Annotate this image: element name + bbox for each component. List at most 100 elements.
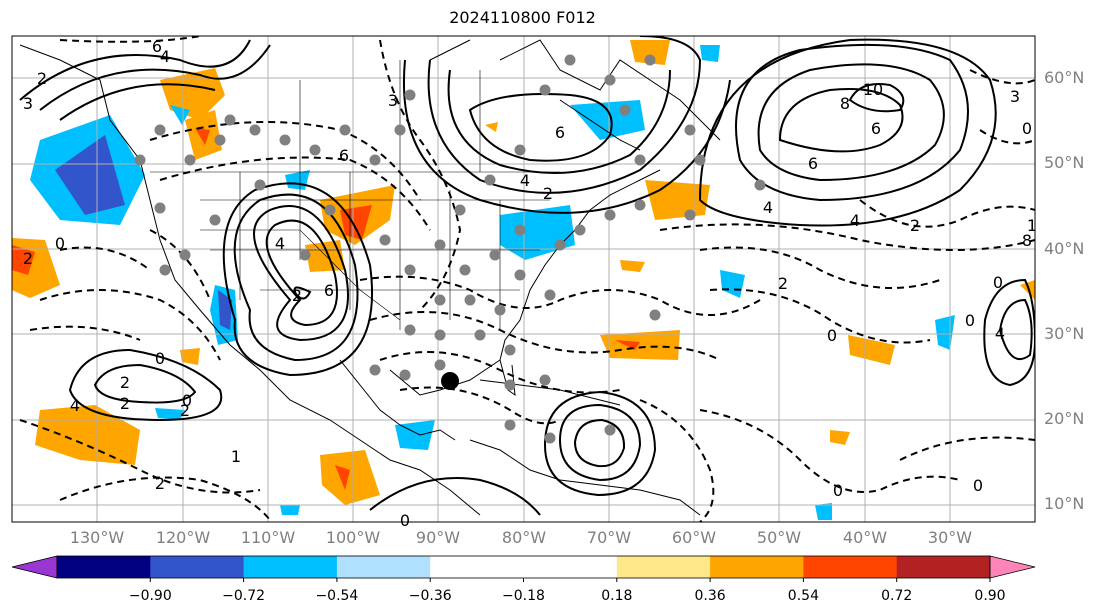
map-plot-area	[12, 36, 1035, 522]
shade-positive	[830, 430, 850, 445]
contour-line	[403, 59, 731, 214]
colorbar-segment	[150, 556, 245, 578]
contour-label: 2	[543, 184, 553, 203]
contour-line	[68, 348, 223, 422]
contour-line	[265, 219, 338, 327]
colorbar-tick-label: −0.90	[128, 588, 172, 604]
contour-label: 4	[763, 198, 773, 217]
contour-label: 2	[778, 274, 788, 293]
contour-line	[778, 88, 904, 153]
contour-label: 2	[910, 216, 920, 235]
contour-line	[699, 409, 961, 493]
solid-contours	[19, 36, 1035, 516]
contour-line	[159, 156, 431, 231]
contour-label: 6	[808, 154, 818, 173]
colorbar-tick-label: 0.72	[881, 588, 913, 604]
colorbar-segment	[243, 556, 338, 578]
contour-line	[969, 69, 1035, 85]
arctic-coastline	[429, 39, 721, 141]
contour-line	[59, 83, 216, 121]
contour-line	[468, 93, 613, 162]
contour-label: 6	[871, 119, 881, 138]
colorbar-segment	[336, 556, 431, 578]
shade-strong-positive	[340, 205, 372, 240]
contour-line	[293, 286, 312, 300]
contour-label: 2	[180, 401, 190, 420]
storm-position-marker	[441, 372, 459, 390]
colorbar-extend-low	[11, 555, 58, 579]
contour-line	[573, 418, 626, 468]
shade-negative	[170, 105, 190, 125]
contour-label: 0	[993, 273, 1003, 292]
contour-label: 3	[23, 94, 33, 113]
shade-strong-positive	[12, 245, 35, 275]
contour-label: 4	[850, 211, 860, 230]
shade-negative	[815, 503, 832, 520]
contour-label: 0	[965, 311, 975, 330]
shade-negative	[395, 420, 435, 450]
contour-label: 0	[827, 326, 837, 345]
contour-line	[19, 419, 261, 494]
contour-label: 3	[1010, 87, 1020, 106]
colorbar-tick-label: 0.18	[601, 588, 633, 604]
shade-positive	[620, 260, 645, 272]
pacific-coastline	[19, 44, 481, 516]
hudson-bay-coast	[559, 99, 641, 151]
contour-line	[979, 129, 1035, 145]
gulf-of-california-coast	[339, 359, 456, 441]
lat-label: 50°N	[1044, 153, 1085, 172]
contour-line	[698, 38, 997, 227]
contour-line	[848, 83, 905, 113]
contour-line	[447, 69, 671, 174]
state-borders	[239, 172, 501, 330]
contour-label: 6	[152, 37, 162, 56]
colorbar-tick-label: −0.54	[315, 588, 359, 604]
lon-label: 120°W	[155, 528, 211, 547]
contour-label: 2	[23, 249, 33, 268]
contour-line	[149, 121, 421, 201]
contour-line	[735, 43, 969, 202]
shade-strong-positive	[335, 465, 350, 490]
shade-positive	[320, 450, 380, 505]
south-america-coast	[469, 439, 701, 516]
lon-label: 40°W	[842, 528, 888, 547]
florida-peninsula	[499, 359, 516, 397]
shade-negative	[155, 408, 185, 420]
contour-label: 6	[339, 146, 349, 165]
contour-label: 0	[55, 234, 65, 253]
contour-line	[659, 223, 1035, 251]
contour-line	[427, 36, 702, 194]
contour-label: 0	[155, 349, 165, 368]
shade-positive	[180, 348, 200, 365]
lat-label: 30°N	[1044, 324, 1085, 343]
grey-markers	[134, 54, 766, 444]
lon-label: 80°W	[501, 528, 547, 547]
shade-positive	[305, 240, 345, 272]
contour-label: 4	[70, 396, 80, 415]
lat-label: 20°N	[1044, 409, 1085, 428]
contour-line	[998, 298, 1033, 361]
contour-line	[93, 363, 197, 404]
contour-label: 4	[520, 171, 530, 190]
colorbar-extend-high	[989, 555, 1036, 579]
contour-label: 0	[833, 481, 843, 500]
contour-line	[369, 311, 721, 361]
contour-label: 2	[120, 373, 130, 392]
contour-label: 8	[840, 94, 850, 113]
colorbar-segment	[57, 556, 151, 578]
colorbar-segment	[616, 556, 711, 578]
contour-label: 0	[973, 476, 983, 495]
contour-label: 1	[231, 447, 241, 466]
lat-label: 60°N	[1044, 68, 1085, 87]
contour-line	[253, 205, 349, 342]
contour-label: 4	[995, 324, 1005, 343]
contour-line	[899, 436, 1035, 461]
lat-lon-grid	[12, 36, 1035, 522]
coastlines	[19, 39, 721, 516]
contour-line	[379, 351, 621, 394]
contour-line	[757, 63, 945, 182]
contour-label: 8	[1022, 231, 1032, 250]
colorbar-tick-label: 0.90	[974, 588, 1006, 604]
contour-line	[859, 199, 1035, 228]
map-title: 2024110800 F012	[449, 8, 596, 27]
